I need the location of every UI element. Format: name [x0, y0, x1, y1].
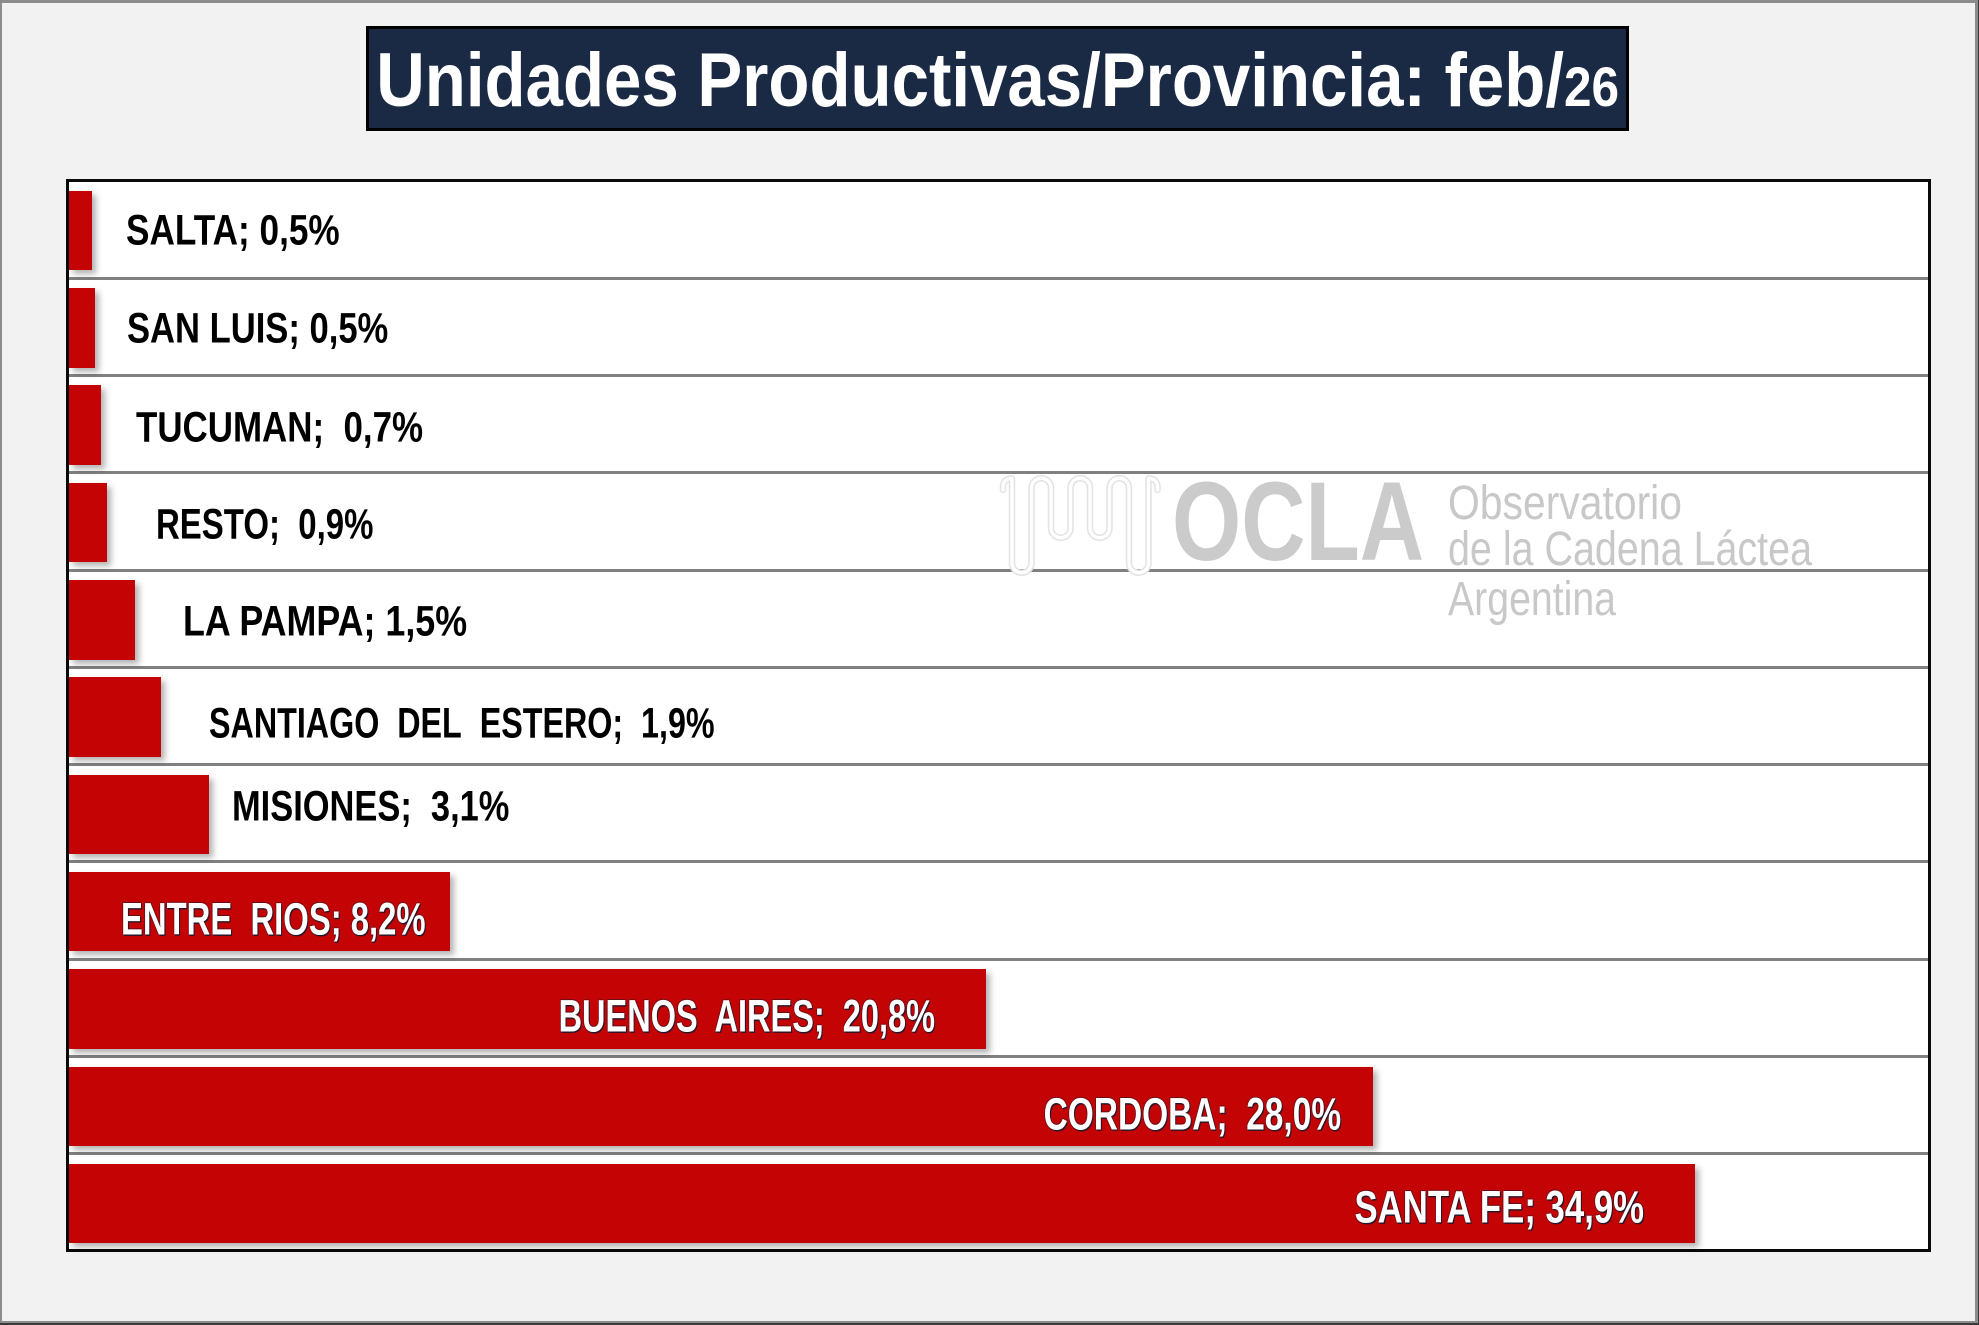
svg-text:Observatorio: Observatorio [1448, 477, 1682, 530]
svg-text:OCLA: OCLA [1172, 459, 1424, 584]
svg-text:Argentina: Argentina [1448, 573, 1616, 626]
svg-text:de la Cadena Láctea: de la Cadena Láctea [1448, 523, 1812, 576]
